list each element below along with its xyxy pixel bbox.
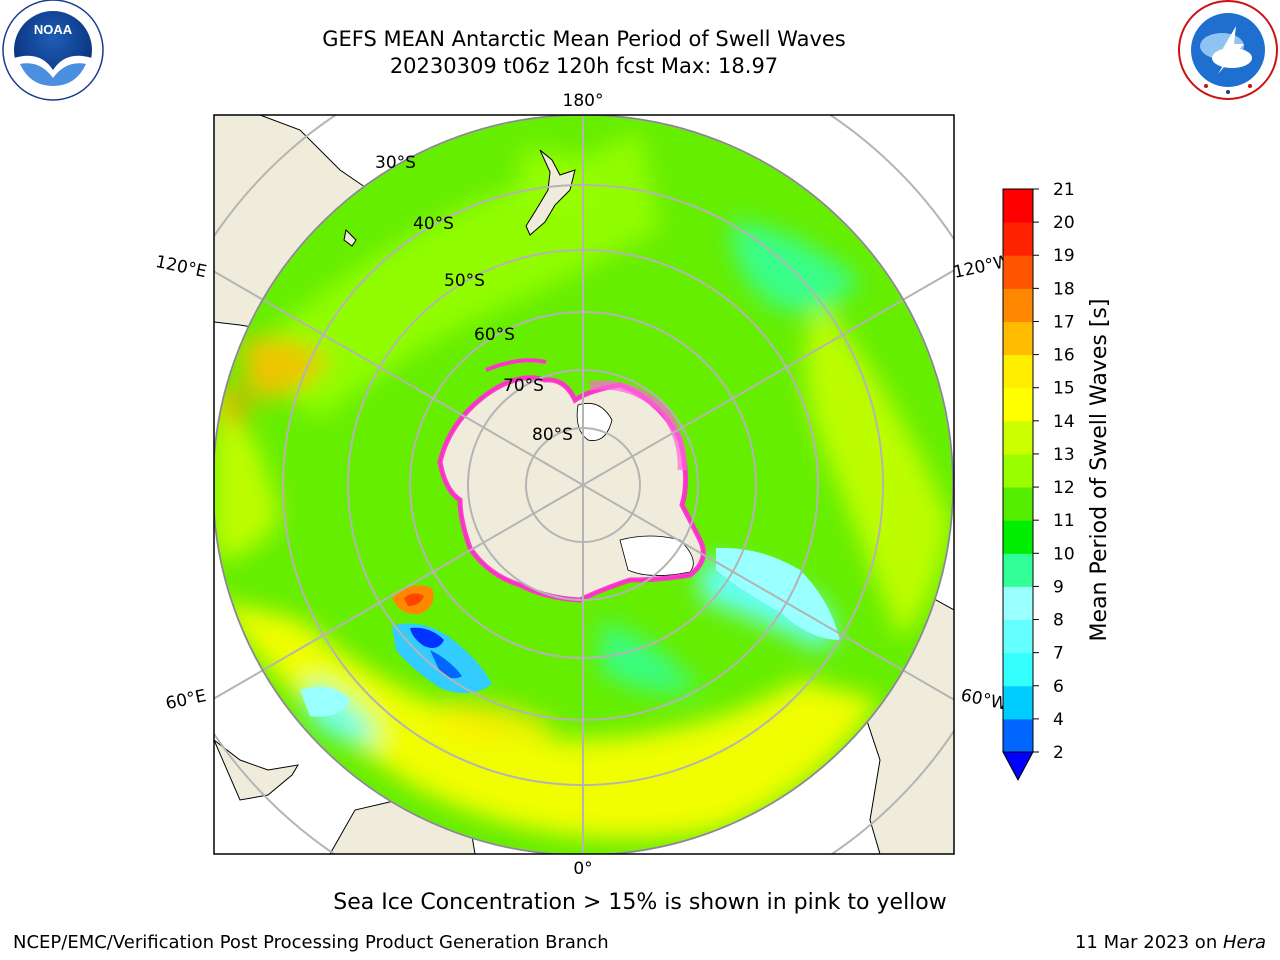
- footer-date-text: 11 Mar 2023 on: [1074, 932, 1223, 953]
- colorbar-extend-arrow: [1002, 751, 1034, 782]
- colorbar-tick-label: 18: [1053, 279, 1075, 299]
- chart-title: GEFS MEAN Antarctic Mean Period of Swell…: [322, 27, 846, 51]
- colorbar-segment: [1003, 586, 1033, 621]
- colorbar-tick-label: 7: [1053, 644, 1064, 664]
- colorbar-tick-label: 12: [1053, 478, 1075, 498]
- lon-label-120e: 120°E: [154, 252, 209, 282]
- chart-subtitle: 20230309 t06z 120h fcst Max: 18.97: [389, 54, 779, 78]
- lon-label-180: 180°: [563, 91, 604, 111]
- colorbar-segment: [1003, 387, 1033, 422]
- colorbar-frame: [1002, 188, 1034, 753]
- colorbar-segment: [1003, 453, 1033, 488]
- colorbar-segment: [1003, 718, 1033, 753]
- colorbar-tick-label: 16: [1053, 346, 1075, 366]
- sea-ice-caption: Sea Ice Concentration > 15% is shown in …: [333, 890, 947, 915]
- colorbar-tick-label: 13: [1053, 445, 1075, 465]
- colorbar-tick-label: 14: [1053, 412, 1075, 432]
- lat-label-50s: 50°S: [444, 271, 485, 291]
- lon-label-0: 0°: [573, 859, 592, 879]
- colorbar-segment: [1003, 222, 1033, 256]
- colorbar-segment: [1003, 420, 1033, 455]
- colorbar-tick-label: 8: [1053, 611, 1064, 631]
- lon-label-60w: 60°W: [959, 685, 1009, 714]
- noaa-logo-text: NOAA: [34, 22, 73, 37]
- colorbar-segment: [1003, 553, 1033, 587]
- lat-label-60s: 60°S: [474, 325, 515, 345]
- map-frame: [213, 114, 955, 855]
- colorbar: 2 4 6 7 8 9 10 11 12 13 14 15 16 17 18 19 20 21: [1002, 180, 1075, 782]
- colorbar-label: Mean Period of Swell Waves [s]: [1087, 299, 1112, 642]
- sea-ice-edge: [437, 375, 706, 603]
- footer-credit: NCEP/EMC/Verification Post Processing Pr…: [13, 932, 609, 953]
- land-new-zealand: [525, 149, 576, 236]
- colorbar-segment: [1003, 255, 1033, 289]
- colorbar-segment: [1003, 321, 1033, 356]
- lon-label-60e: 60°E: [164, 686, 208, 714]
- colorbar-segment: [1003, 354, 1033, 389]
- colorbar-segment: [1003, 520, 1033, 554]
- colorbar-segment: [1003, 189, 1033, 223]
- colorbar-tick-label: 11: [1053, 511, 1075, 531]
- colorbar-segment: [1003, 685, 1033, 720]
- colorbar-tick-label: 4: [1053, 710, 1064, 730]
- colorbar-segment: [1003, 619, 1033, 654]
- colorbar-tick-label: 2: [1053, 743, 1064, 763]
- colorbar-segment: [1003, 487, 1033, 521]
- lat-label-30s: 30°S: [375, 153, 416, 173]
- colorbar-tick-label: 10: [1053, 544, 1075, 564]
- footer-date: 11 Mar 2023 on Hera: [1075, 932, 1266, 953]
- footer-host: Hera: [1222, 932, 1266, 953]
- colorbar-tick-label: 20: [1053, 213, 1075, 233]
- colorbar-segment: [1003, 288, 1033, 322]
- colorbar-tick-label: 19: [1053, 246, 1075, 266]
- lat-label-40s: 40°S: [413, 214, 454, 234]
- colorbar-segment: [1003, 652, 1033, 687]
- lat-label-70s: 70°S: [503, 376, 544, 396]
- noaa-logo: NOAA: [2, 0, 104, 101]
- colorbar-tick-label: 15: [1053, 379, 1075, 399]
- nws-logo: [1178, 0, 1278, 100]
- map-panel: [214, 115, 954, 854]
- colorbar-tick-label: 21: [1053, 180, 1075, 200]
- colorbar-tick-label: 6: [1053, 677, 1064, 697]
- lat-label-80s: 80°S: [532, 425, 573, 445]
- colorbar-tick-label: 17: [1053, 312, 1075, 332]
- colorbar-tick-label: 9: [1053, 577, 1064, 597]
